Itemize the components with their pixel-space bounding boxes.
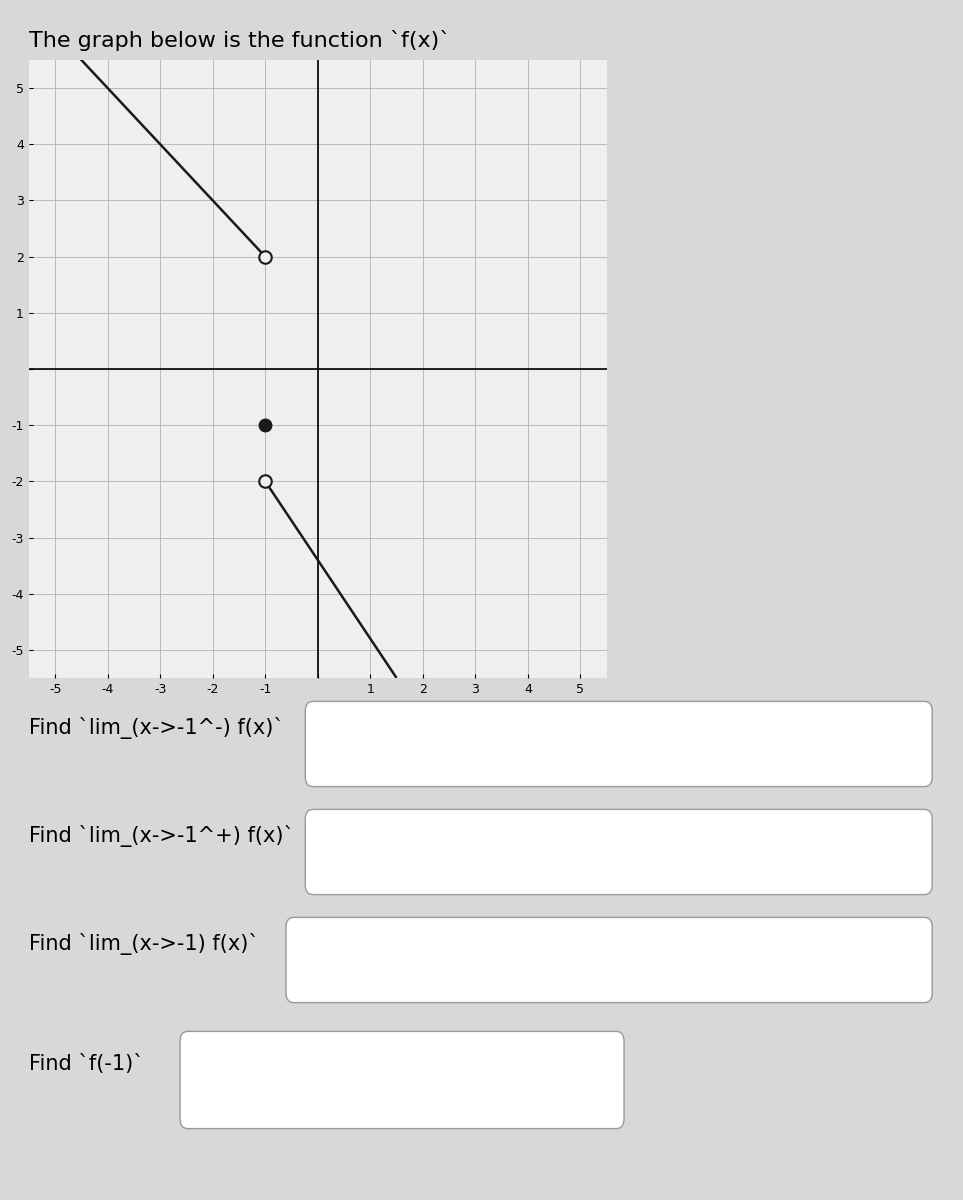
Text: Find `lim_(x->-1^+) f(x)`: Find `lim_(x->-1^+) f(x)`: [29, 826, 294, 847]
Text: Find `f(-1)`: Find `f(-1)`: [29, 1055, 143, 1074]
Text: Find `lim_(x->-1) f(x)`: Find `lim_(x->-1) f(x)`: [29, 934, 259, 955]
Text: Find `lim_(x->-1^-) f(x)`: Find `lim_(x->-1^-) f(x)`: [29, 718, 284, 739]
Text: The graph below is the function `f(x)`: The graph below is the function `f(x)`: [29, 30, 451, 50]
